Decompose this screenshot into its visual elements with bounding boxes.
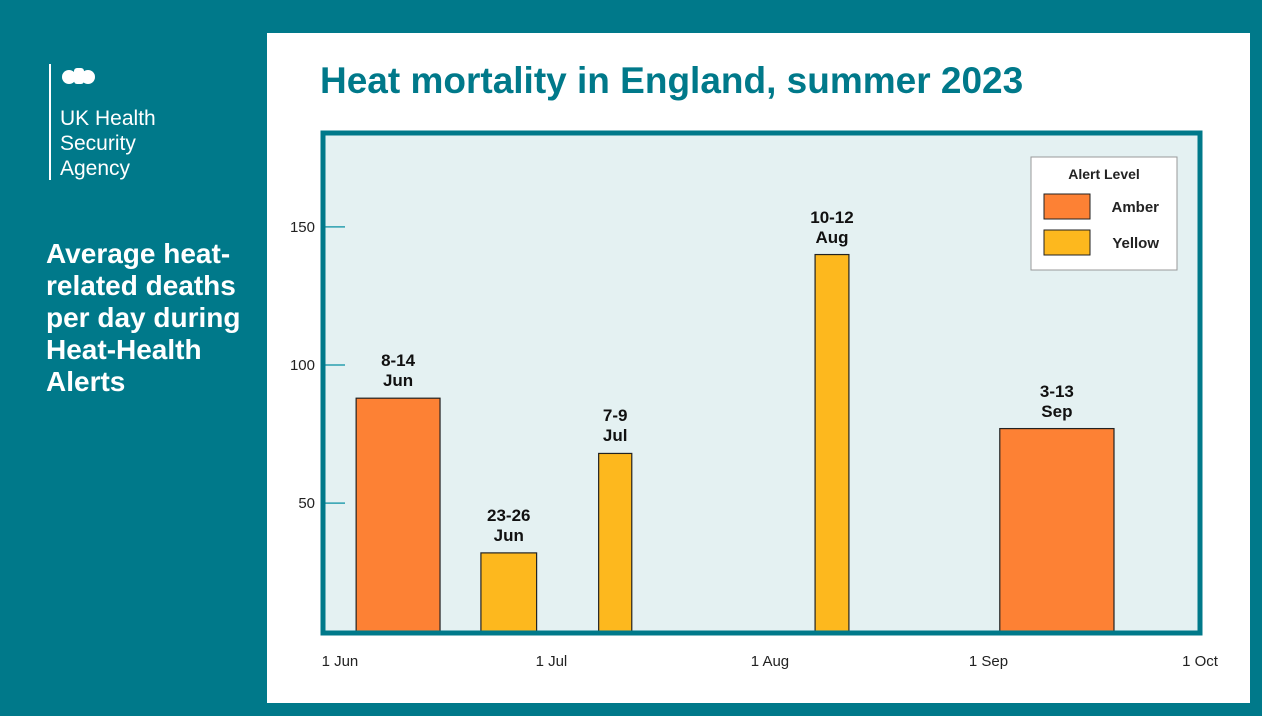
bar [480,552,538,634]
plot-border [320,130,1203,636]
x-tick-label: 1 Sep [969,653,1008,670]
y-tick-label: 150 [290,219,315,236]
bar [999,427,1115,634]
x-tick-label: 1 Aug [751,653,789,670]
subtitle: Average heat-related deaths per day duri… [46,238,241,397]
crest [62,68,95,84]
x-tick-label: 1 Jun [322,653,359,670]
legend-swatch [1043,193,1091,220]
legend-title: Alert Level [1068,166,1140,182]
x-tick-label: 1 Jul [536,653,568,670]
bar-label: 8-14 Jun [381,351,416,391]
chart-title: Heat mortality in England, summer 2023 [320,60,1024,101]
legend-label: Yellow [1112,235,1159,252]
bar-label: 23-26 Jun [487,505,531,545]
y-tick-label: 50 [298,495,315,512]
bar-label: 3-13 Sep [1039,381,1074,421]
bar [814,253,850,634]
legend-label: Amber [1111,199,1159,216]
y-tick-label: 100 [290,357,315,374]
bar [355,397,441,634]
bar [598,452,633,634]
x-tick-label: 1 Oct [1182,653,1219,670]
organisation-name: UK Health Security Agency [60,107,156,180]
legend-swatch [1043,229,1091,256]
bar-label: 7-9 Jul [602,406,628,446]
bar-label: 10-12 Aug [810,207,854,247]
